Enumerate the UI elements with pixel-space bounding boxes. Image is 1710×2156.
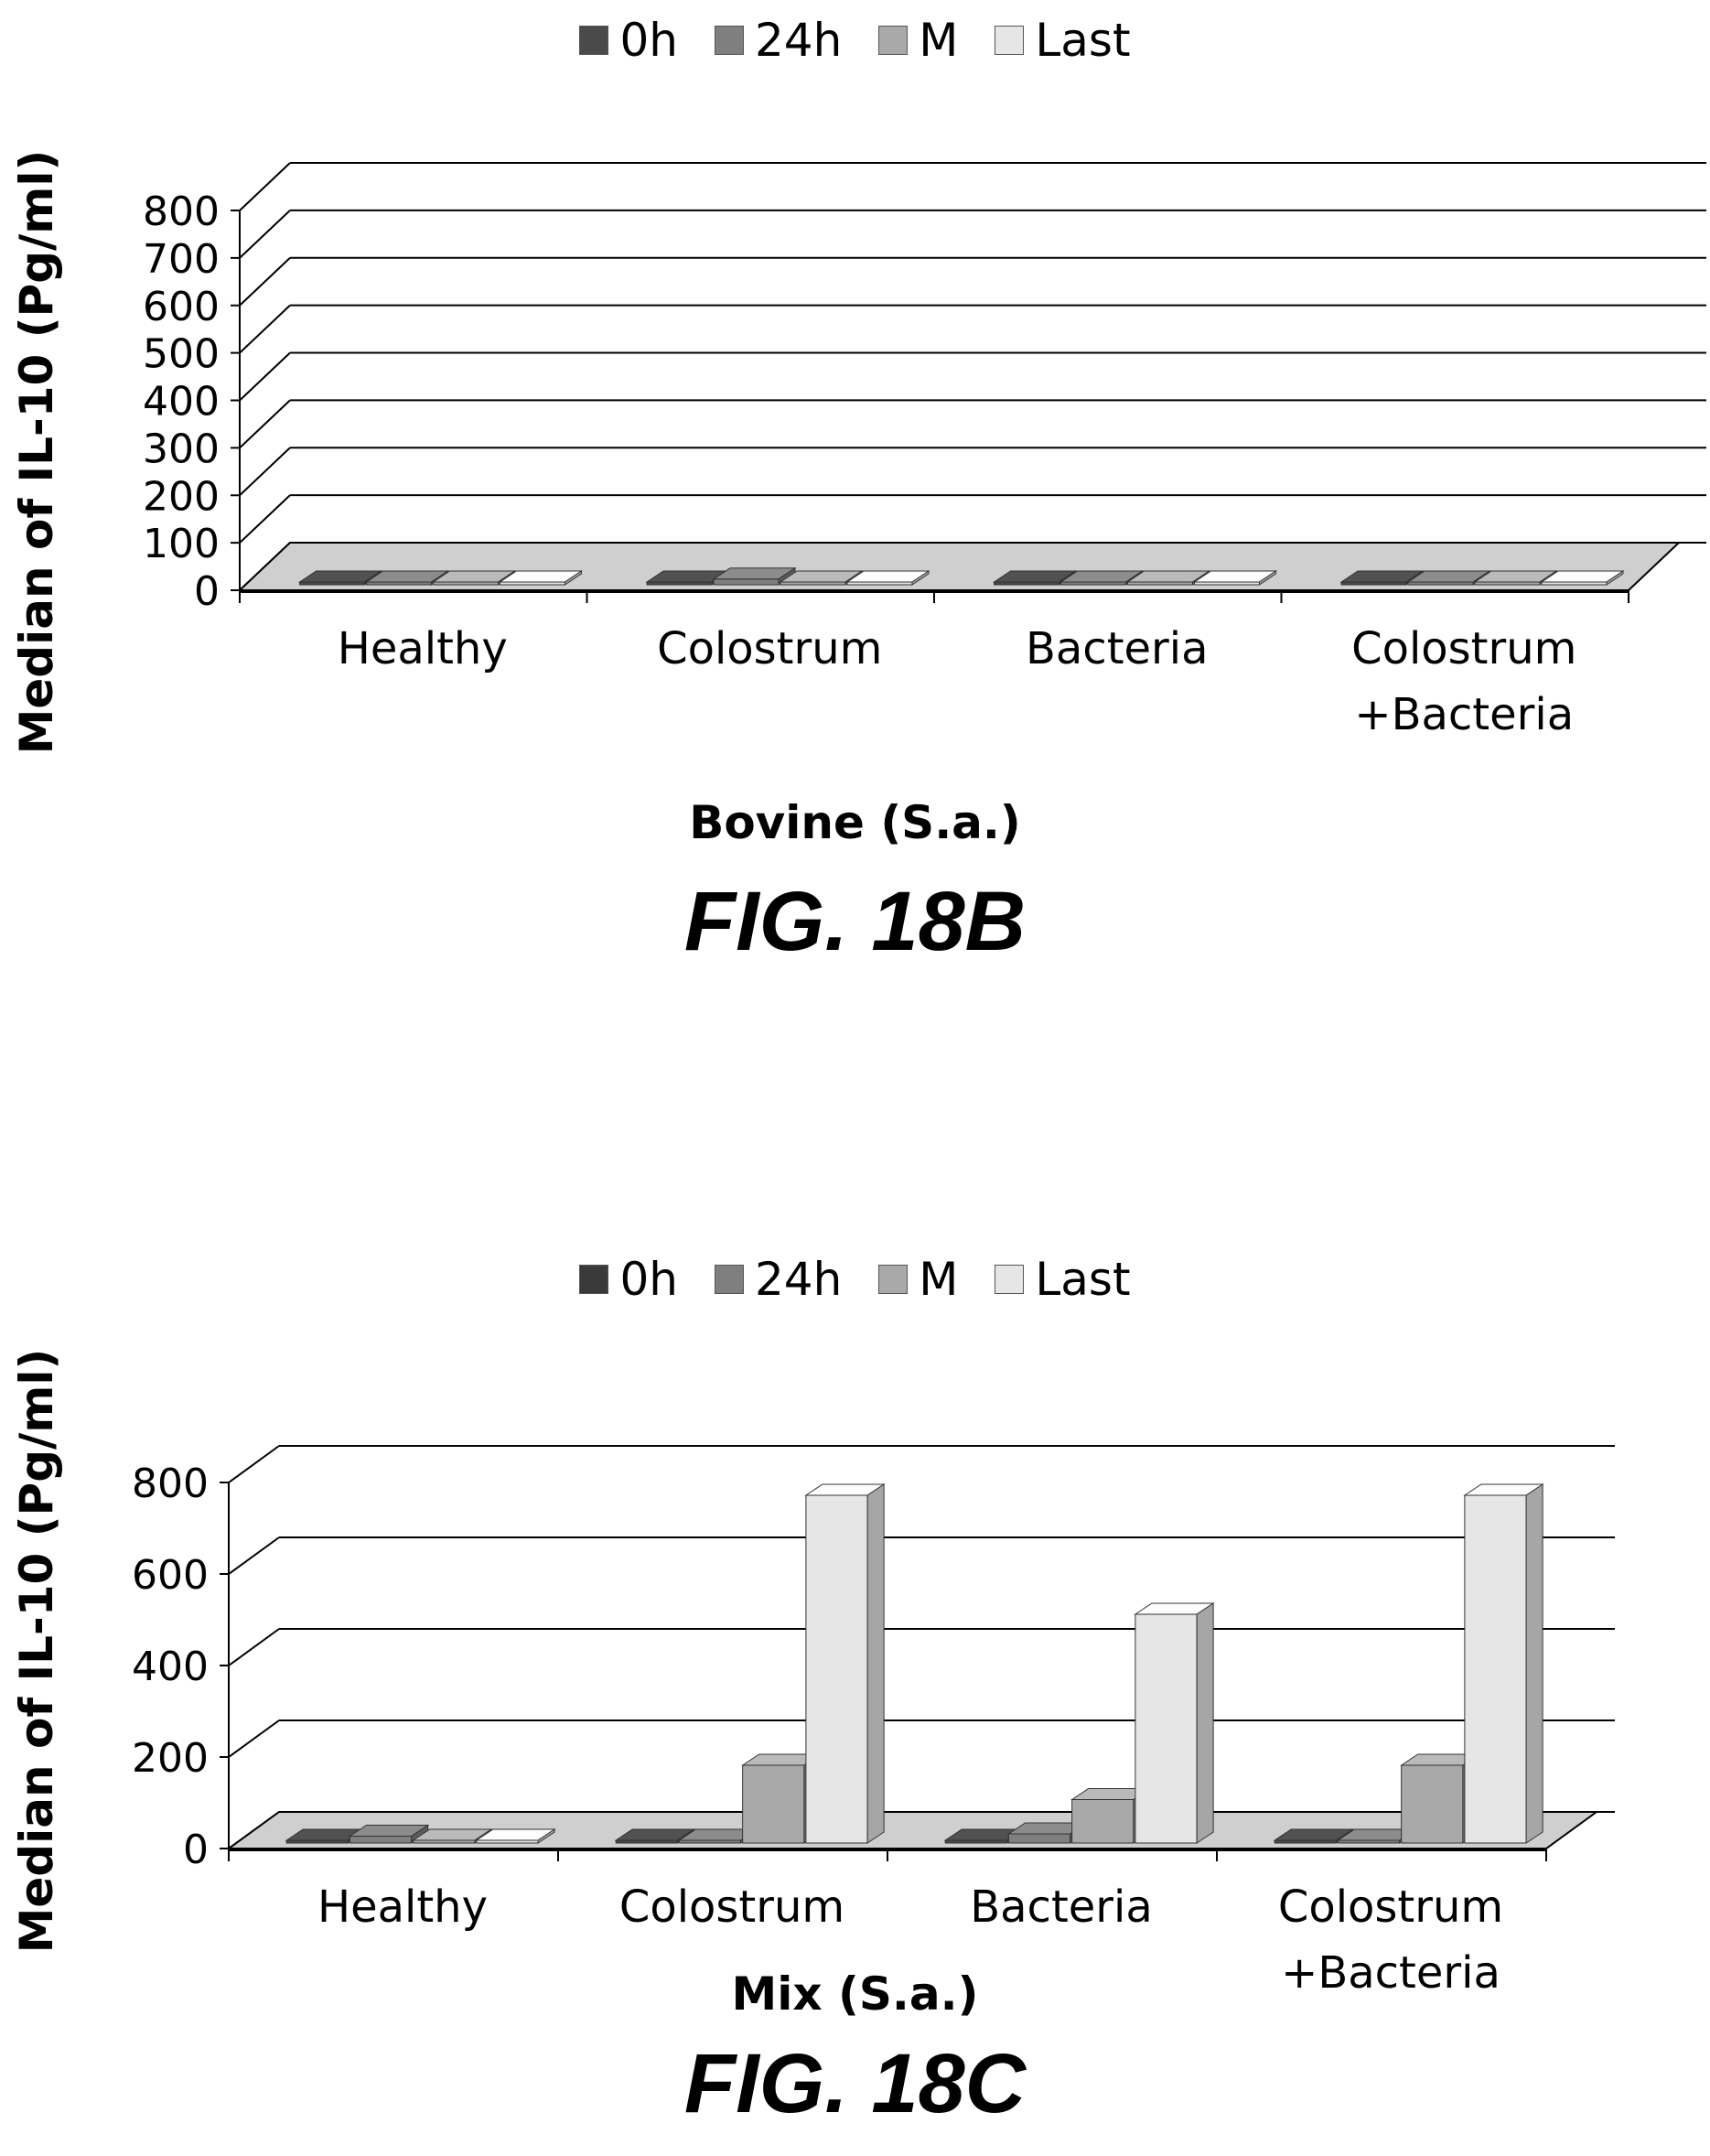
legend-item-0h: 0h bbox=[579, 1252, 678, 1307]
x-tick-label: +Bacteria bbox=[1354, 689, 1574, 740]
bar bbox=[349, 1836, 413, 1844]
bar bbox=[1071, 1799, 1135, 1844]
bar bbox=[1464, 1494, 1527, 1844]
gridline-slant bbox=[239, 494, 291, 544]
legend-label: M bbox=[919, 1253, 959, 1306]
x-tick-label: Healthy bbox=[338, 623, 508, 674]
x-tick-label: Colostrum bbox=[1351, 623, 1576, 674]
y-tick-label: 600 bbox=[132, 1552, 209, 1599]
figure-label: FIG. 18C bbox=[683, 2037, 1027, 2130]
y-tick-label: 200 bbox=[143, 473, 220, 520]
legend-label: Last bbox=[1035, 14, 1131, 67]
gridline-slant bbox=[228, 1536, 280, 1575]
gridline-slant bbox=[239, 257, 291, 307]
legend-item-last: Last bbox=[995, 1252, 1131, 1307]
plot-area: 0 200 400 600 800 Healthy Colostrum Bacteria Col… bbox=[132, 1445, 1615, 1999]
x-tick-label: Healthy bbox=[317, 1881, 488, 1933]
legend-label: 24h bbox=[754, 14, 843, 67]
x-tick-label: Colostrum bbox=[1278, 1881, 1503, 1933]
legend: 0h 24h M Last bbox=[0, 1252, 1710, 1307]
gridline-slant bbox=[228, 1719, 280, 1758]
x-axis-label: Mix (S.a.) bbox=[731, 1967, 979, 2021]
bar-side bbox=[911, 570, 930, 586]
y-tick-label: 0 bbox=[194, 568, 220, 615]
legend-label: 0h bbox=[619, 14, 678, 67]
legend-item-24h: 24h bbox=[714, 1252, 843, 1307]
y-axis-label: Median of IL-10 (Pg/ml) bbox=[10, 149, 63, 755]
legend-swatch-last bbox=[995, 26, 1025, 55]
legend-item-24h: 24h bbox=[714, 13, 843, 68]
gridline-slant bbox=[228, 1445, 280, 1483]
y-tick-label: 500 bbox=[143, 331, 220, 378]
legend-item-last: Last bbox=[995, 13, 1131, 68]
y-tick-label: 800 bbox=[143, 189, 220, 235]
y-axis-label: Median of IL-10 (Pg/ml) bbox=[10, 1348, 63, 1954]
chart-panel-18b: 0h 24h M Last 0 100 200 300 400 500 600 700 800 H… bbox=[0, 0, 1710, 1007]
gridline-slant bbox=[239, 399, 291, 449]
legend-swatch-m bbox=[878, 1265, 909, 1294]
y-tick-label: 100 bbox=[143, 521, 220, 567]
bar-side bbox=[1606, 570, 1624, 586]
legend-swatch-24h bbox=[714, 26, 744, 55]
legend-item-m: M bbox=[878, 13, 958, 68]
x-tick-label: Bacteria bbox=[1026, 623, 1209, 674]
y-tick-label: 800 bbox=[132, 1461, 209, 1507]
legend-swatch-0h bbox=[579, 1265, 609, 1294]
bar-side bbox=[1525, 1483, 1543, 1844]
legend-label: 24h bbox=[754, 1253, 843, 1306]
bar bbox=[1135, 1613, 1198, 1844]
bar bbox=[1007, 1833, 1071, 1844]
gridline-slant bbox=[228, 1628, 280, 1666]
bar-side bbox=[866, 1483, 885, 1844]
legend-swatch-m bbox=[878, 26, 909, 55]
legend-label: Last bbox=[1035, 1253, 1131, 1306]
bar bbox=[742, 1764, 805, 1844]
gridline-slant bbox=[239, 304, 291, 354]
x-tick-label: +Bacteria bbox=[1281, 1947, 1500, 1999]
bar bbox=[805, 1494, 868, 1844]
legend: 0h 24h M Last bbox=[0, 13, 1710, 68]
y-tick-label: 0 bbox=[183, 1827, 209, 1873]
bar bbox=[1401, 1764, 1464, 1844]
gridline-slant bbox=[239, 447, 291, 496]
y-tick-label: 700 bbox=[143, 236, 220, 283]
floor bbox=[225, 1811, 1600, 1849]
bar-side bbox=[1196, 1602, 1214, 1844]
legend-item-m: M bbox=[878, 1252, 958, 1307]
x-tick-label: Colostrum bbox=[619, 1881, 844, 1933]
gridline-slant bbox=[239, 210, 291, 259]
x-tick-label: Bacteria bbox=[970, 1881, 1153, 1933]
y-tick-label: 600 bbox=[143, 284, 220, 330]
bar-side bbox=[1258, 570, 1276, 586]
y-tick-label: 400 bbox=[132, 1644, 209, 1690]
legend-swatch-0h bbox=[579, 26, 609, 55]
x-tick-label: Colostrum bbox=[657, 623, 882, 674]
bar bbox=[713, 578, 780, 586]
legend-swatch-last bbox=[995, 1265, 1025, 1294]
legend-label: 0h bbox=[619, 1253, 678, 1306]
y-tick-label: 300 bbox=[143, 426, 220, 472]
y-tick-label: 400 bbox=[143, 379, 220, 426]
gridline-slant bbox=[239, 351, 291, 402]
y-tick-label: 200 bbox=[132, 1735, 209, 1782]
figure-label: FIG. 18B bbox=[683, 875, 1027, 968]
gridline-slant bbox=[239, 162, 291, 211]
x-axis-label: Bovine (S.a.) bbox=[689, 796, 1021, 849]
legend-label: M bbox=[919, 14, 959, 67]
bar-side bbox=[537, 1828, 555, 1844]
bar-side bbox=[564, 570, 582, 586]
legend-swatch-24h bbox=[714, 1265, 744, 1294]
chart-panel-18c: 0h 24h M Last 0 200 400 600 800 Healthy Colost… bbox=[0, 1226, 1710, 2156]
legend-item-0h: 0h bbox=[579, 13, 678, 68]
floor bbox=[237, 542, 1682, 591]
